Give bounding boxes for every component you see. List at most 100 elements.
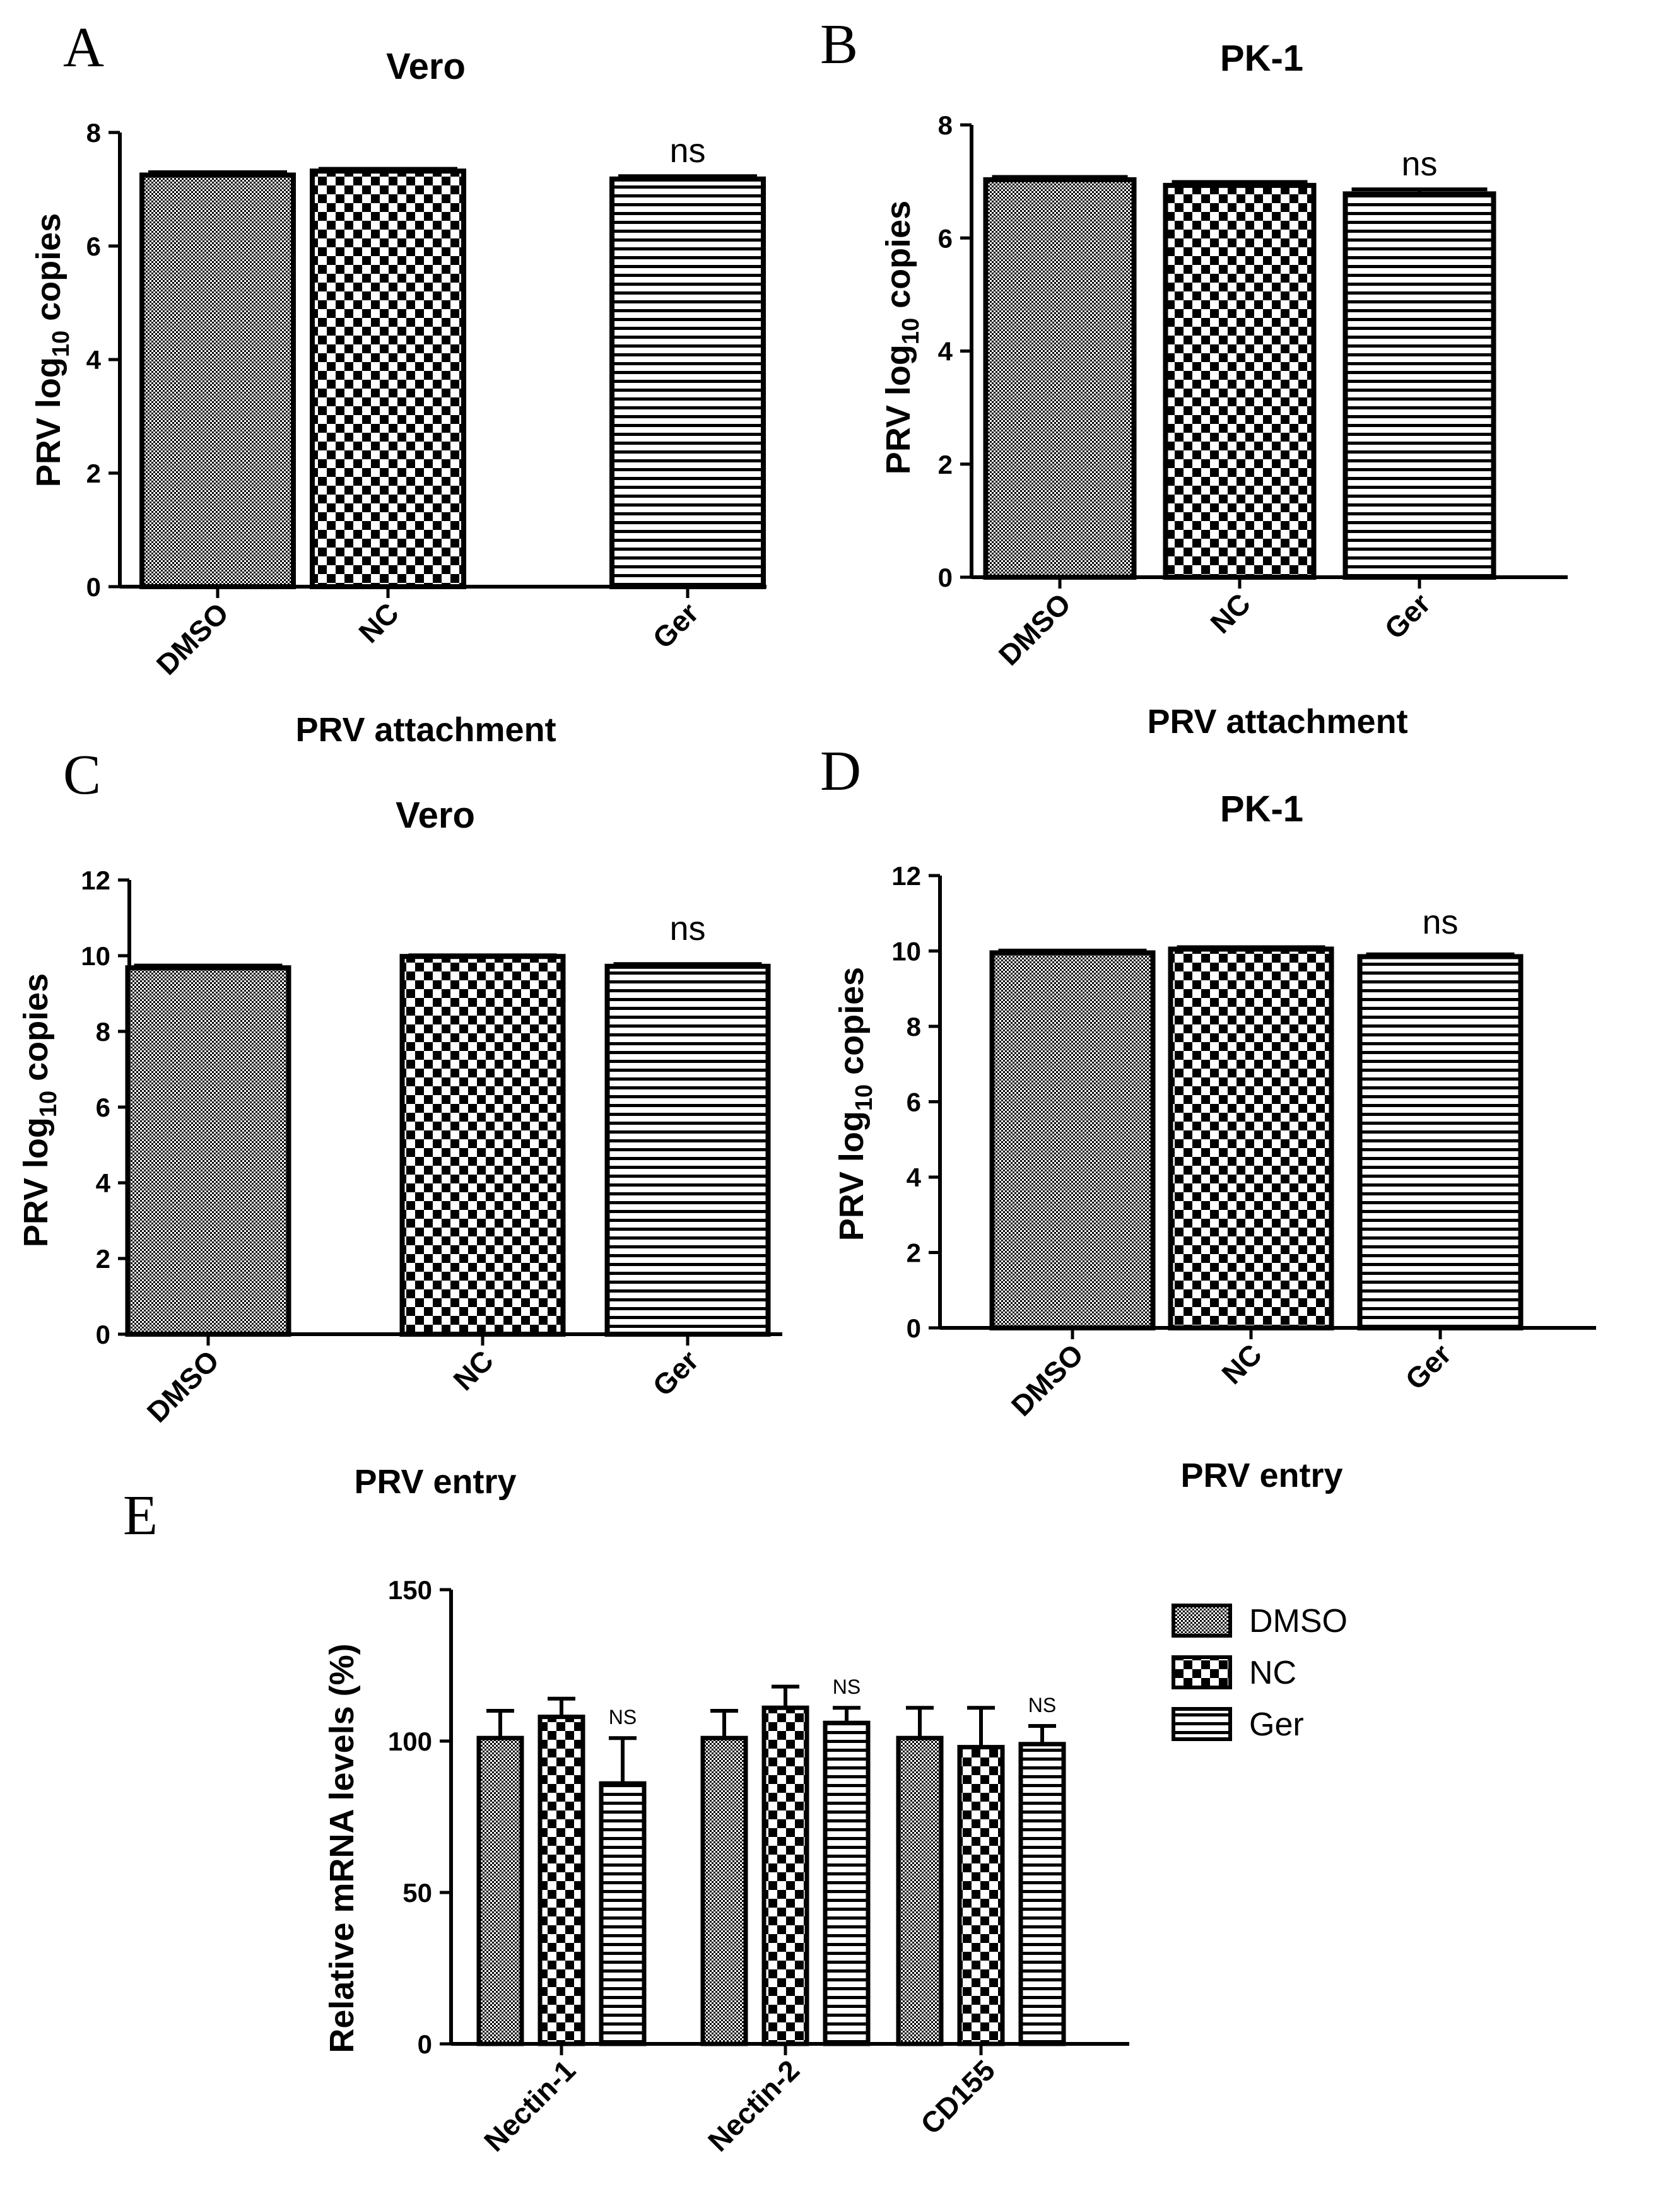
y-tick-label: 0 — [907, 1313, 921, 1343]
x-axis-title: PRV attachment — [295, 711, 556, 749]
significance-label: NS — [833, 1675, 861, 1698]
y-tick-label: 6 — [907, 1088, 921, 1117]
y-tick-label: 6 — [96, 1093, 110, 1122]
x-tick-label: NC — [1204, 587, 1257, 640]
y-tick-label: 50 — [402, 1878, 432, 1908]
x-tick-label: DMSO — [141, 1344, 225, 1428]
panel-c: C Vero 0 2 4 6 8 10 12 DMSO NC Ger ns PRV entry PR… — [17, 744, 782, 1501]
chart-title: Vero — [386, 46, 466, 87]
bar-ger — [609, 176, 766, 589]
chart-e-plot: 0 50 100 150 Nectin-1 NS Nectin-2 NS CD155 NS — [388, 1575, 1129, 2157]
significance-label: NS — [1028, 1694, 1056, 1716]
bar-dmso — [139, 172, 296, 589]
y-tick-label: 12 — [81, 865, 110, 895]
y-axis-title: PRV log10 copies — [30, 213, 74, 487]
bar-dmso — [989, 950, 1156, 1331]
y-tick-label: 8 — [938, 110, 953, 140]
x-axis-title: PRV entry — [1180, 1457, 1342, 1494]
x-tick-label: NC — [447, 1344, 500, 1397]
legend-swatch-nc — [1172, 1655, 1232, 1689]
panel-a: A Vero 0 2 4 6 8 DMSO NC Ger ns PRV attachment P… — [30, 16, 767, 749]
x-axis-title: PRV attachment — [1147, 703, 1407, 741]
panel-letter-c: C — [63, 744, 101, 806]
y-tick-label: 2 — [86, 459, 101, 488]
legend-swatch-dmso — [1172, 1604, 1232, 1638]
bar-dmso — [476, 1735, 524, 2046]
bar-ger — [1018, 1742, 1066, 2046]
bar-ger — [823, 1720, 871, 2046]
y-tick-label: 2 — [96, 1244, 110, 1274]
bar-nc — [761, 1705, 809, 2046]
chart-d-plot: 0 2 4 6 8 10 12 DMSO NC Ger ns — [891, 861, 1596, 1423]
y-tick-label: 6 — [86, 232, 101, 261]
bar-ger — [1342, 191, 1496, 580]
y-axis-title: Relative mRNA levels (%) — [323, 1643, 361, 2053]
bar-nc — [1168, 946, 1334, 1330]
panel-letter-d: D — [820, 740, 861, 802]
bar-dmso — [896, 1735, 944, 2046]
chart-b-plot: 0 2 4 6 8 DMSO NC Ger ns — [938, 110, 1568, 672]
panel-letter-e: E — [123, 1484, 158, 1547]
chart-a-plot: 0 2 4 6 8 DMSO NC Ger ns — [86, 118, 767, 681]
bar-nc — [310, 168, 466, 589]
y-tick-label: 0 — [938, 563, 953, 592]
x-tick-label: NC — [352, 596, 405, 649]
x-tick-label: NC — [1215, 1337, 1268, 1390]
bar-ger — [604, 963, 771, 1337]
bar-dmso — [983, 177, 1137, 580]
chart-c-plot: 0 2 4 6 8 10 12 DMSO NC Ger ns — [81, 865, 782, 1429]
legend-label: Ger — [1249, 1706, 1304, 1743]
x-tick-label: CD155 — [914, 2053, 1001, 2140]
significance-label: ns — [1401, 145, 1437, 183]
legend-label: NC — [1249, 1655, 1296, 1691]
y-tick-label: 0 — [96, 1320, 110, 1349]
y-tick-label: 12 — [891, 861, 921, 891]
y-tick-label: 4 — [938, 337, 953, 367]
x-tick-label: DMSO — [992, 587, 1077, 671]
panel-e: E 0 50 100 150 Nectin-1 NS Nectin-2 NS CD155 NS R… — [123, 1484, 1348, 2157]
y-tick-label: 8 — [907, 1012, 921, 1041]
x-tick-label: DMSO — [1005, 1337, 1090, 1422]
y-axis-title: PRV log10 copies — [833, 967, 878, 1241]
x-tick-label: Nectin-2 — [702, 2053, 806, 2157]
chart-title: PK-1 — [1220, 789, 1303, 830]
legend-swatch-ger — [1172, 1707, 1232, 1741]
bar-dmso — [125, 965, 291, 1337]
x-tick-label: Ger — [1378, 587, 1436, 645]
y-tick-label: 4 — [96, 1168, 111, 1198]
x-tick-label: Nectin-1 — [478, 2053, 582, 2157]
y-tick-label: 2 — [907, 1238, 921, 1268]
panel-b: B PK-1 0 2 4 6 8 DMSO NC Ger ns PRV attachment P… — [820, 13, 1568, 741]
x-tick-label: Ger — [646, 596, 705, 655]
chart-title: Vero — [396, 795, 475, 836]
y-tick-label: 10 — [81, 941, 110, 971]
legend: DMSO NC Ger — [1172, 1603, 1348, 1743]
bar-ger — [1357, 954, 1524, 1330]
y-tick-label: 8 — [86, 118, 101, 148]
bar-nc — [1163, 182, 1317, 580]
bar-nc — [399, 954, 566, 1337]
y-axis-title: PRV log10 copies — [879, 201, 924, 474]
significance-label: ns — [669, 910, 705, 948]
panel-d: D PK-1 0 2 4 6 8 10 12 DMSO NC Ger ns PRV entry PR… — [820, 740, 1596, 1494]
y-tick-label: 8 — [96, 1017, 110, 1047]
x-axis-title: PRV entry — [354, 1463, 516, 1501]
y-tick-label: 10 — [891, 937, 921, 966]
significance-label: ns — [1422, 903, 1458, 941]
y-tick-label: 0 — [86, 572, 101, 602]
y-tick-label: 150 — [388, 1575, 432, 1605]
y-tick-label: 6 — [938, 223, 953, 253]
bar-nc — [537, 1715, 585, 2046]
x-tick-label: DMSO — [150, 596, 235, 681]
bar-nc — [957, 1745, 1005, 2046]
significance-label: ns — [669, 132, 705, 170]
x-tick-label: Ger — [646, 1344, 705, 1402]
y-tick-label: 2 — [938, 450, 953, 479]
y-tick-label: 4 — [86, 345, 102, 375]
y-tick-label: 0 — [418, 2029, 432, 2059]
bar-dmso — [700, 1735, 748, 2046]
y-tick-label: 100 — [388, 1727, 432, 1756]
panel-letter-b: B — [820, 13, 858, 76]
significance-label: NS — [609, 1706, 637, 1728]
